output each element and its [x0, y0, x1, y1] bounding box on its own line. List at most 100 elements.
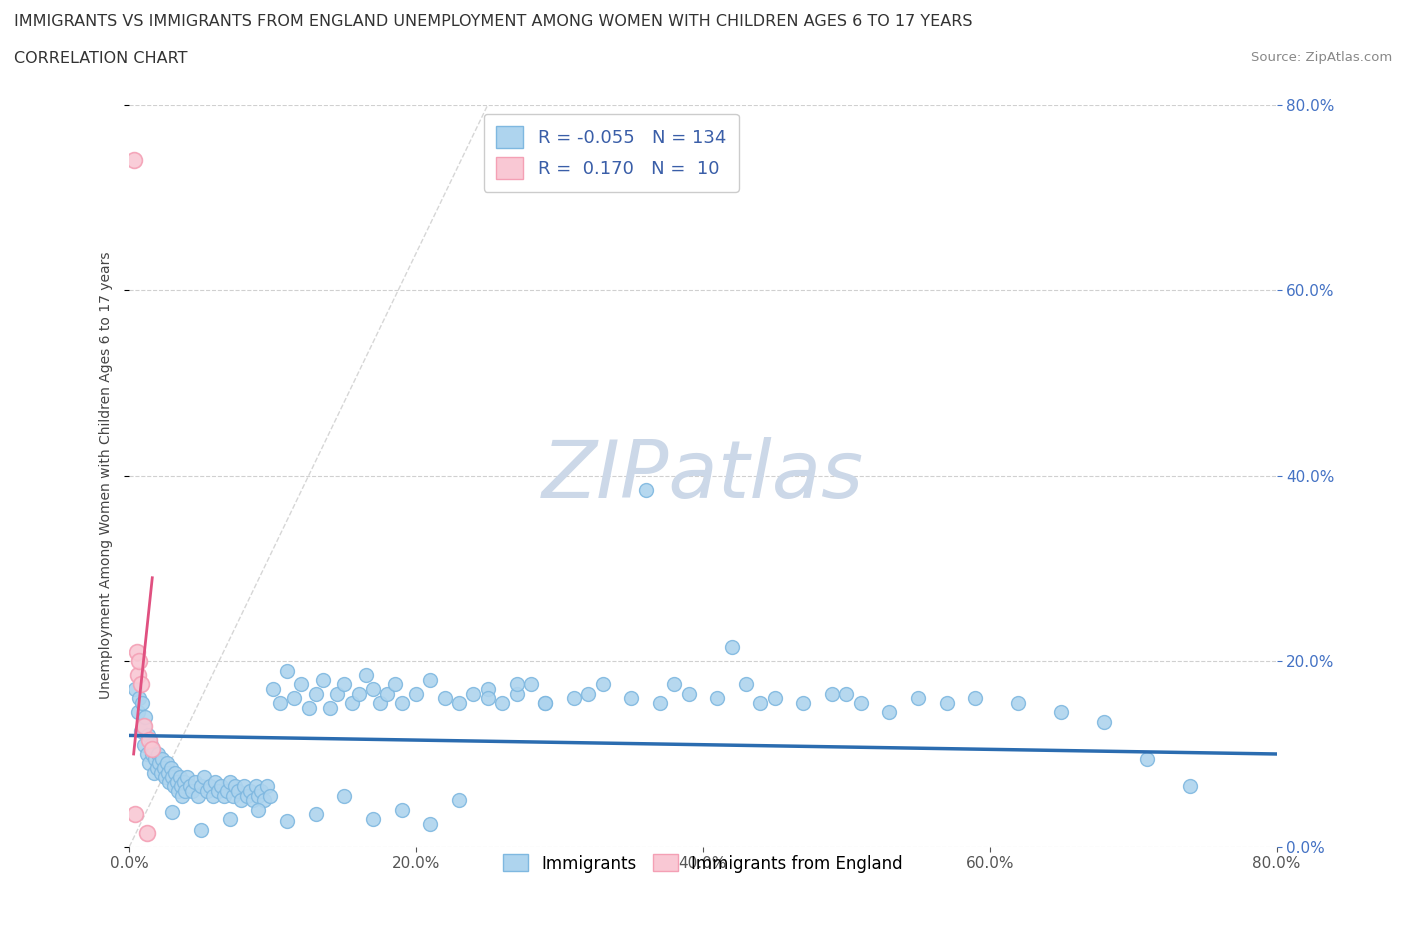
Point: [125, 644, 148, 659]
Point: [259, 789, 281, 804]
Point: [169, 770, 191, 785]
Text: IMMIGRANTS VS IMMIGRANTS FROM ENGLAND UNEMPLOYMENT AMONG WOMEN WITH CHILDREN AGE: IMMIGRANTS VS IMMIGRANTS FROM ENGLAND UN…: [14, 14, 973, 29]
Point: [167, 784, 190, 799]
Y-axis label: Unemployment Among Women with Children Ages 6 to 17 years: Unemployment Among Women with Children A…: [100, 252, 114, 699]
Point: [143, 751, 166, 766]
Point: [236, 789, 259, 804]
Point: [124, 682, 146, 697]
Point: [233, 779, 256, 794]
Point: [361, 812, 384, 827]
Point: [179, 779, 201, 794]
Point: [174, 784, 197, 799]
Point: [129, 677, 152, 692]
Point: [166, 775, 188, 790]
Point: [173, 775, 195, 790]
Point: [1136, 751, 1159, 766]
Point: [162, 804, 184, 819]
Point: [763, 691, 786, 706]
Point: [176, 770, 198, 785]
Point: [749, 696, 772, 711]
Point: [276, 814, 298, 829]
Point: [226, 784, 249, 799]
Point: [821, 686, 844, 701]
Point: [405, 686, 427, 701]
Point: [305, 807, 328, 822]
Point: [212, 789, 235, 804]
Point: [250, 784, 273, 799]
Point: [184, 775, 207, 790]
Point: [146, 747, 169, 762]
Point: [678, 686, 700, 701]
Point: [664, 677, 686, 692]
Point: [433, 691, 456, 706]
Point: [204, 775, 226, 790]
Point: [347, 686, 370, 701]
Point: [124, 807, 146, 822]
Point: [1050, 705, 1073, 720]
Point: [152, 761, 174, 776]
Point: [132, 719, 155, 734]
Point: [218, 812, 240, 827]
Point: [215, 784, 238, 799]
Point: [534, 696, 557, 711]
Point: [122, 153, 145, 167]
Point: [326, 686, 349, 701]
Point: [218, 775, 240, 790]
Point: [312, 672, 335, 687]
Point: [720, 640, 742, 655]
Point: [141, 747, 163, 762]
Point: [835, 686, 858, 701]
Point: [159, 775, 181, 790]
Point: [377, 686, 399, 701]
Point: [620, 691, 643, 706]
Point: [319, 700, 342, 715]
Point: [224, 779, 246, 794]
Point: [157, 765, 180, 780]
Point: [190, 779, 212, 794]
Point: [879, 705, 901, 720]
Point: [190, 823, 212, 838]
Point: [305, 686, 328, 701]
Point: [735, 677, 758, 692]
Point: [128, 691, 150, 706]
Point: [128, 654, 150, 669]
Point: [138, 733, 160, 748]
Point: [207, 784, 229, 799]
Point: [150, 751, 173, 766]
Point: [142, 765, 165, 780]
Point: [148, 756, 170, 771]
Point: [384, 677, 406, 692]
Point: [276, 663, 298, 678]
Point: [391, 696, 413, 711]
Point: [127, 705, 149, 720]
Point: [290, 677, 312, 692]
Point: [139, 737, 162, 752]
Point: [247, 803, 270, 817]
Point: [242, 793, 264, 808]
Point: [149, 765, 172, 780]
Point: [153, 770, 176, 785]
Point: [132, 719, 155, 734]
Point: [361, 682, 384, 697]
Legend: Immigrants, Immigrants from England: Immigrants, Immigrants from England: [496, 848, 910, 879]
Point: [132, 737, 155, 752]
Text: CORRELATION CHART: CORRELATION CHART: [14, 51, 187, 66]
Text: Source: ZipAtlas.com: Source: ZipAtlas.com: [1251, 51, 1392, 64]
Point: [187, 789, 209, 804]
Point: [505, 686, 527, 701]
Point: [131, 696, 153, 711]
Point: [340, 696, 363, 711]
Point: [209, 779, 232, 794]
Point: [129, 724, 152, 738]
Point: [1007, 696, 1029, 711]
Point: [792, 696, 814, 711]
Point: [419, 672, 441, 687]
Point: [193, 770, 215, 785]
Point: [634, 482, 657, 497]
Point: [907, 691, 929, 706]
Point: [221, 789, 243, 804]
Point: [181, 784, 204, 799]
Point: [231, 793, 253, 808]
Point: [172, 789, 194, 804]
Point: [141, 742, 163, 757]
